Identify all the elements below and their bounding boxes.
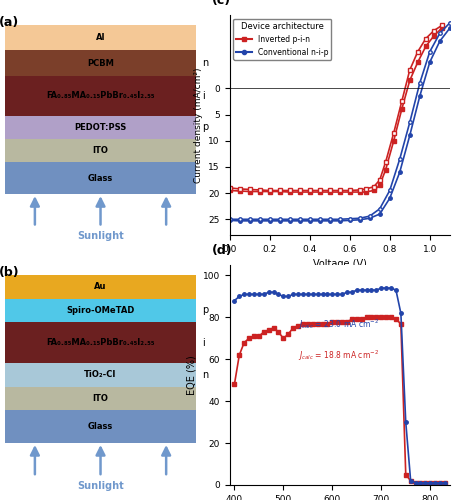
Text: (d): (d) xyxy=(212,244,233,257)
Bar xyxy=(5,162,196,194)
Text: ITO: ITO xyxy=(93,146,108,155)
Text: Sunlight: Sunlight xyxy=(77,481,124,491)
Text: PCBM: PCBM xyxy=(87,58,114,68)
Bar xyxy=(5,298,196,322)
Legend: Inverted p-i-n, Conventional n-i-p: Inverted p-i-n, Conventional n-i-p xyxy=(233,19,331,59)
Text: $J_{calc}$ = 18.8 mA cm$^{-2}$: $J_{calc}$ = 18.8 mA cm$^{-2}$ xyxy=(298,349,379,364)
Y-axis label: Current density (mA/cm²): Current density (mA/cm²) xyxy=(194,67,203,182)
Text: $J_{calc}$ = 23.0 mA cm$^{-2}$: $J_{calc}$ = 23.0 mA cm$^{-2}$ xyxy=(298,318,379,332)
Text: Al: Al xyxy=(96,34,105,42)
Bar xyxy=(5,386,196,410)
Text: (a): (a) xyxy=(0,16,19,30)
Text: Au: Au xyxy=(94,282,107,292)
Bar xyxy=(5,322,196,364)
X-axis label: Voltage (V): Voltage (V) xyxy=(313,260,367,270)
Text: i: i xyxy=(202,91,205,101)
Text: (b): (b) xyxy=(0,266,19,280)
Text: i: i xyxy=(202,338,205,347)
Text: ITO: ITO xyxy=(93,394,108,402)
Text: p: p xyxy=(202,306,209,316)
Text: (c): (c) xyxy=(212,0,231,7)
Bar xyxy=(5,364,196,386)
Bar xyxy=(5,410,196,444)
Bar xyxy=(5,25,196,50)
Text: n: n xyxy=(202,58,209,68)
Bar xyxy=(5,276,196,298)
Text: Glass: Glass xyxy=(88,422,113,431)
Y-axis label: EQE (%): EQE (%) xyxy=(187,355,197,395)
Text: FA₀.₈₅MA₀.₁₅PbBr₀.₄₅I₂.₅₅: FA₀.₈₅MA₀.₁₅PbBr₀.₄₅I₂.₅₅ xyxy=(46,338,155,347)
Text: n: n xyxy=(202,370,209,380)
Text: FA₀.₈₅MA₀.₁₅PbBr₀.₄₅I₂.₅₅: FA₀.₈₅MA₀.₁₅PbBr₀.₄₅I₂.₅₅ xyxy=(46,92,155,100)
Bar xyxy=(5,139,196,162)
Bar xyxy=(5,76,196,116)
Text: PEDOT:PSS: PEDOT:PSS xyxy=(74,123,127,132)
Bar xyxy=(5,116,196,139)
Text: Sunlight: Sunlight xyxy=(77,231,124,241)
Text: Glass: Glass xyxy=(88,174,113,182)
Text: TiO₂-Cl: TiO₂-Cl xyxy=(84,370,117,380)
Bar xyxy=(5,50,196,76)
Text: Spiro-OMeTAD: Spiro-OMeTAD xyxy=(67,306,134,315)
Text: p: p xyxy=(202,122,209,132)
